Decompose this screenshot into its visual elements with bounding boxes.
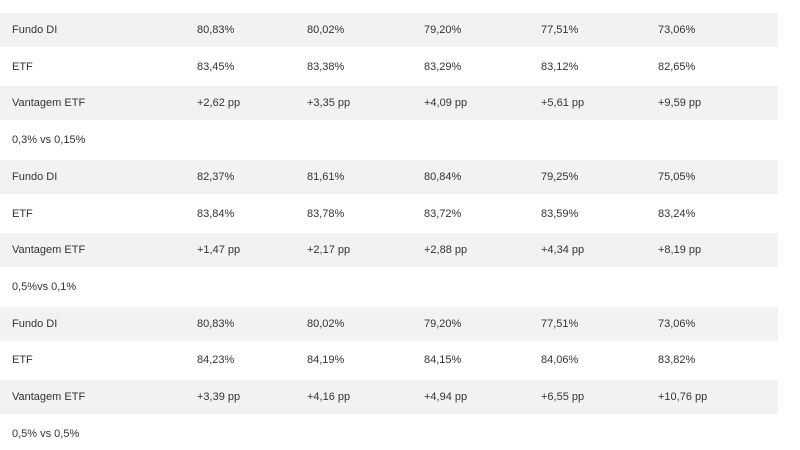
table-row: Vantagem ETF +2,62 pp +3,35 pp +4,09 pp +5,6… <box>0 86 778 121</box>
table-cell: +9,59 pp <box>658 97 702 110</box>
table-cell: 80,83% <box>197 24 235 36</box>
table-cell: 83,78% <box>307 207 345 220</box>
table-cell: +2,88 pp <box>424 244 468 257</box>
row-label: Vantagem ETF <box>12 97 86 110</box>
table-cell: 79,20% <box>424 24 462 36</box>
table-cell: 77,51% <box>541 24 579 36</box>
table-cell: +2,62 pp <box>197 97 241 110</box>
table-cell: 84,15% <box>424 354 462 367</box>
table-cell: 75,05% <box>658 170 696 183</box>
table-cell: 83,38% <box>307 60 345 73</box>
table-row: Fundo DI 80,83% 80,02% 79,20% 77,51% 73,06% <box>0 306 778 341</box>
table-row: Vantagem ETF +1,47 pp +2,17 pp +2,88 pp +4,3… <box>0 233 778 268</box>
table-cell: 80,02% <box>307 317 345 330</box>
table-cell: 84,23% <box>197 354 235 367</box>
table-row: Vantagem ETF +3,39 pp +4,16 pp +4,94 pp +6,5… <box>0 380 778 414</box>
table-cell: 73,06% <box>658 317 696 330</box>
table-cell: +4,34 pp <box>541 244 585 257</box>
table-cell: 84,19% <box>307 354 345 367</box>
table-row: Fundo DI 80,83% 80,02% 79,20% 77,51% 73,06% <box>0 13 778 47</box>
table-cell: 80,02% <box>307 24 345 36</box>
table-cell: 82,37% <box>197 170 235 183</box>
table-cell: 83,59% <box>541 207 579 220</box>
row-label: 0,5% vs 0,5% <box>12 427 80 440</box>
table-cell: +1,47 pp <box>197 244 241 257</box>
row-label: ETF <box>12 354 33 367</box>
row-label: Fundo DI <box>12 24 58 36</box>
table-cell: 77,51% <box>541 317 579 330</box>
group-label-row: 0,5%vs 0,1% <box>0 270 778 304</box>
table-cell: +3,39 pp <box>197 391 241 403</box>
table-row: ETF 83,84% 83,78% 83,72% 83,59% 83,24% <box>0 197 778 231</box>
table-cell: +5,61 pp <box>541 97 585 110</box>
table-cell: 79,20% <box>424 317 462 330</box>
table-cell: 83,82% <box>658 354 696 367</box>
table-cell: 79,25% <box>541 170 579 183</box>
table-row: Fundo DI 82,37% 81,61% 80,84% 79,25% 75,05% <box>0 159 778 194</box>
row-label: ETF <box>12 60 33 73</box>
table-cell: 83,45% <box>197 60 235 73</box>
table-cell: 83,12% <box>541 60 579 73</box>
table-cell: +10,76 pp <box>658 391 708 403</box>
table-cell: 83,84% <box>197 207 235 220</box>
row-label: Fundo DI <box>12 170 58 183</box>
table-cell: +8,19 pp <box>658 244 702 257</box>
table-cell: 82,65% <box>658 60 696 73</box>
table-cell: +4,09 pp <box>424 97 468 110</box>
group-label-row: 0,3% vs 0,15% <box>0 123 778 157</box>
table-cell: +4,94 pp <box>424 391 468 403</box>
row-label: Fundo DI <box>12 317 58 330</box>
table-cell: +6,55 pp <box>541 391 585 403</box>
table-cell: 80,83% <box>197 317 235 330</box>
table-cell: +3,35 pp <box>307 97 351 110</box>
table-cell: 83,72% <box>424 207 462 220</box>
table-cell: 80,84% <box>424 170 462 183</box>
table-cell: 83,24% <box>658 207 696 220</box>
table-cell: 81,61% <box>307 170 345 183</box>
table-cell: +4,16 pp <box>307 391 351 403</box>
table-cell: 83,29% <box>424 60 462 73</box>
row-label: 0,5%vs 0,1% <box>12 280 77 293</box>
row-label: Vantagem ETF <box>12 391 86 403</box>
table-cell: 84,06% <box>541 354 579 367</box>
row-label: 0,3% vs 0,15% <box>12 134 86 147</box>
table-row: ETF 84,23% 84,19% 84,15% 84,06% 83,82% <box>0 343 778 377</box>
table-cell: 73,06% <box>658 24 696 36</box>
group-label-row: 0,5% vs 0,5% <box>0 417 778 450</box>
table-row: ETF 83,45% 83,38% 83,29% 83,12% 82,65% <box>0 50 778 84</box>
table-cell: +2,17 pp <box>307 244 351 257</box>
row-label: ETF <box>12 207 33 220</box>
row-label: Vantagem ETF <box>12 244 86 257</box>
